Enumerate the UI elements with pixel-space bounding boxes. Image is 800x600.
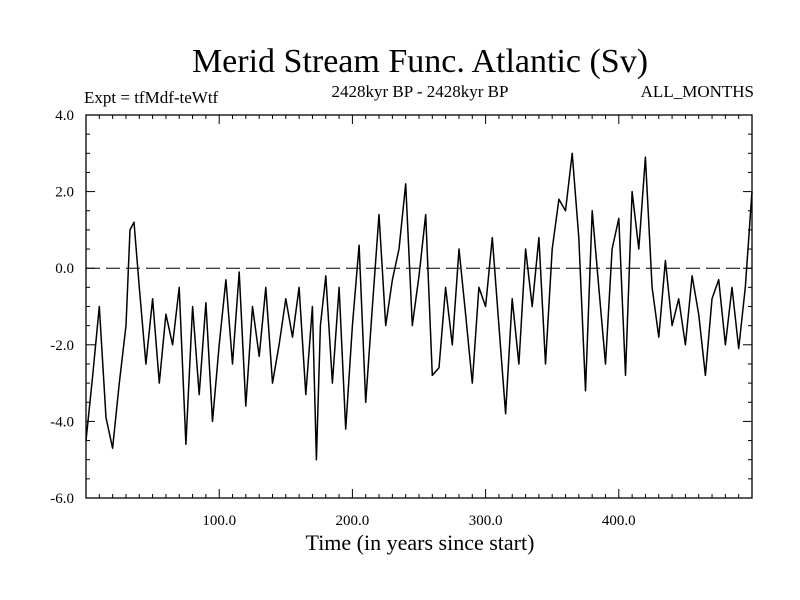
chart-subtitle-right: ALL_MONTHS (641, 82, 754, 101)
x-tick-label: 200.0 (336, 513, 370, 529)
y-axis-ticks: -6.0 -4.0 -2.0 0.0 2.0 4.0 (50, 108, 752, 507)
y-tick-label: 2.0 (55, 185, 74, 201)
series-line-amoc (85, 152, 753, 461)
y-tick-label: -4.0 (50, 414, 74, 430)
x-tick-label: 300.0 (469, 513, 503, 529)
x-axis-ticks: 100.0 200.0 300.0 400.0 (98, 115, 740, 529)
chart-subtitle-center: 2428kyr BP - 2428kyr BP (332, 82, 509, 101)
y-tick-label: 4.0 (55, 108, 74, 124)
x-tick-label: 100.0 (202, 513, 236, 529)
x-tick-label: 400.0 (602, 513, 636, 529)
chart-subtitle-left: Expt = tfMdf-teWtf (84, 88, 219, 107)
y-tick-label: 0.0 (55, 261, 74, 277)
y-tick-label: -6.0 (50, 491, 74, 507)
y-tick-label: -2.0 (50, 338, 74, 354)
x-axis-label: Time (in years since start) (306, 530, 535, 555)
chart-title: Merid Stream Func. Atlantic (Sv) (192, 43, 648, 80)
